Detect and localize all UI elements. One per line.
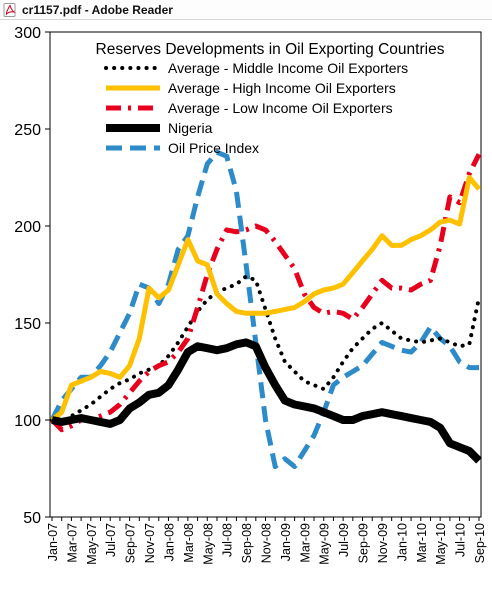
document-view[interactable]: 50 100 150 200 250 300 Jan-07 Mar-07 May-07 Jul-0… [0,20,492,590]
legend-label: Nigeria [168,120,213,136]
x-tick-label: Jul-10 [454,523,468,557]
y-tick-label: 200 [14,219,41,236]
x-tick-label: Mar-07 [65,523,79,563]
chart-axes: 50 100 150 200 250 300 Jan-07 Mar-07 May-07 Jul-0… [14,25,487,565]
x-tick-label: Jan-07 [46,523,60,561]
x-tick-label: May-09 [318,523,332,565]
x-tick-label: Mar-08 [182,523,196,563]
x-tick-label: Sep-10 [473,523,487,563]
x-tick-label: Sep-09 [357,523,371,563]
x-tick-label: May-08 [201,523,215,565]
series-line-average-middle-income-oil-exporters [50,274,481,426]
reserves-line-chart: 50 100 150 200 250 300 Jan-07 Mar-07 May-07 Jul-0… [14,25,487,565]
x-tick-label: Jan-09 [279,523,293,561]
y-tick-label: 150 [14,316,41,333]
x-tick-label: Jan-08 [162,523,176,561]
x-tick-label: May-07 [85,523,99,565]
series-line-average-high-income-oil-exporters [50,175,481,422]
legend-label: Average - Low Income Oil Exporters [168,100,393,116]
window-title: cr1157.pdf - Adobe Reader [22,3,173,17]
series-line-average-low-income-oil-exporters [50,153,482,433]
y-tick-label: 300 [14,25,41,42]
x-tick-label: Sep-08 [240,523,254,563]
x-tick-label: Mar-09 [298,523,312,563]
chart-series [49,149,482,470]
series-line-nigeria [51,338,482,464]
pdf-file-icon [3,3,16,17]
y-tick-label: 50 [23,510,41,527]
y-tick-label: 250 [14,122,41,139]
x-tick-label: Mar-10 [415,523,429,563]
chart-legend: Average - Middle Income Oil Exporters Ave… [104,60,408,156]
x-tick-label: Nov-07 [143,523,157,563]
x-tick-label: Jul-08 [221,523,235,557]
x-tick-label: Jul-07 [104,523,118,557]
y-tick-label: 100 [14,413,41,430]
chart-title: Reserves Developments in Oil Exporting C… [96,41,445,58]
x-tick-label: Sep-07 [124,523,138,563]
x-tick-label: Jan-10 [395,523,409,561]
x-tick-label: Jul-09 [337,523,351,557]
x-tick-label: Nov-08 [260,523,274,563]
x-tick-label: May-10 [434,523,448,565]
series-line-oil-price-index [49,149,479,470]
legend-label: Average - Middle Income Oil Exporters [168,60,408,76]
legend-label: Oil Price Index [168,140,259,156]
window-titlebar: cr1157.pdf - Adobe Reader [0,0,492,20]
x-tick-label: Nov-09 [376,523,390,563]
legend-label: Average - High Income Oil Exporters [168,80,396,96]
